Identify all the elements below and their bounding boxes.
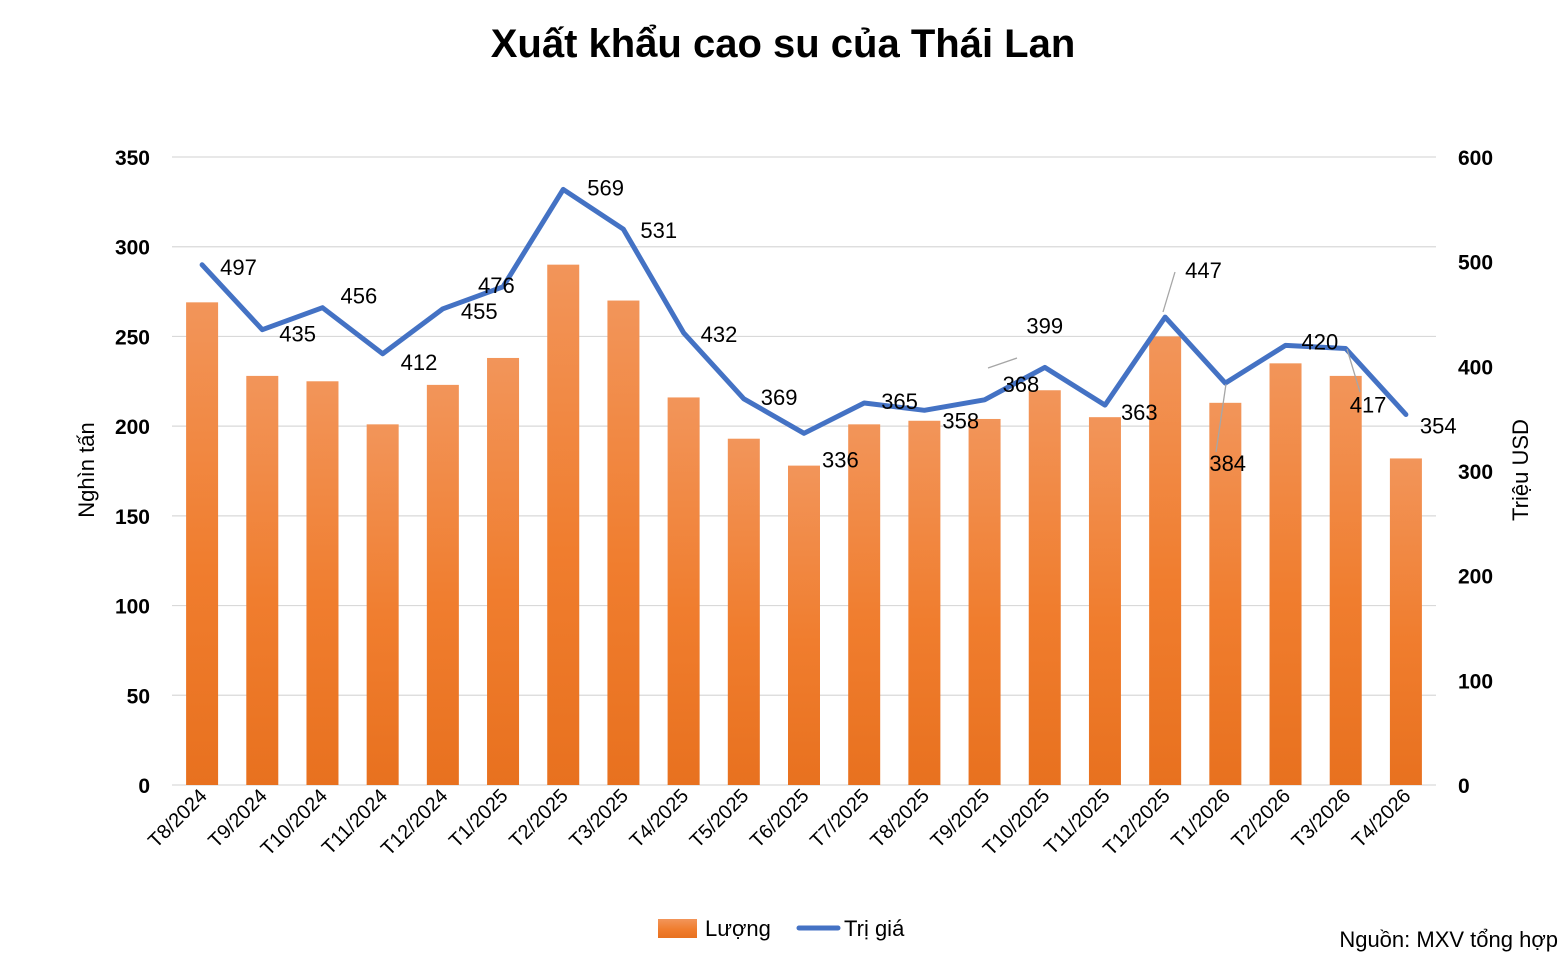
left-axis-title: Nghìn tấn [74, 422, 99, 517]
right-axis-title: Triệu USD [1508, 419, 1533, 521]
data-label: 399 [1026, 313, 1063, 338]
bar [366, 424, 399, 785]
left-axis-ticks: 0 50 100 150 200 250 300 350 [115, 147, 150, 798]
label-leader-line [987, 357, 1018, 369]
x-tick-label: T2/2025 [505, 785, 572, 852]
left-tick-label: 150 [115, 506, 150, 529]
data-label: 384 [1209, 451, 1246, 476]
data-label: 432 [701, 322, 738, 347]
bar [607, 300, 640, 785]
right-axis-ticks: 0 100 200 300 400 500 600 [1458, 147, 1493, 798]
data-label: 420 [1302, 329, 1339, 354]
value-line [199, 186, 1409, 436]
bar [1269, 363, 1302, 785]
right-tick-label: 100 [1458, 670, 1493, 693]
x-tick-label: T1/2025 [445, 785, 512, 852]
bar [1028, 390, 1061, 785]
data-label: 368 [1003, 372, 1040, 397]
right-tick-label: 600 [1458, 147, 1493, 170]
data-label: 476 [478, 273, 515, 298]
left-tick-label: 0 [138, 775, 150, 798]
x-tick-label: T3/2025 [566, 785, 633, 852]
data-label: 531 [640, 218, 677, 243]
bar [727, 438, 760, 785]
bar [667, 397, 700, 785]
bar [1088, 417, 1121, 785]
label-leader-line [1215, 383, 1227, 453]
right-tick-label: 400 [1458, 356, 1493, 379]
bar [1329, 375, 1362, 785]
bar [968, 418, 1001, 785]
bar [788, 465, 820, 785]
legend-swatch-bar [658, 919, 697, 938]
right-tick-label: 300 [1458, 461, 1493, 484]
data-label: 497 [220, 255, 257, 280]
bar [547, 264, 580, 786]
bar [1209, 402, 1242, 785]
legend: Lượng Trị giá [658, 916, 905, 941]
right-tick-label: 0 [1458, 775, 1470, 798]
x-axis-ticks: T8/2024T9/2024T10/2024T11/2024T12/2024T1… [144, 785, 1415, 860]
right-tick-label: 500 [1458, 252, 1493, 275]
bar [1149, 336, 1182, 785]
legend-label-bar: Lượng [705, 916, 771, 941]
data-label: 369 [761, 385, 798, 410]
bar [426, 384, 459, 785]
left-tick-label: 300 [115, 237, 150, 260]
data-label: 435 [279, 322, 316, 347]
data-label: 417 [1350, 393, 1387, 418]
data-label: 412 [401, 350, 438, 375]
x-tick-label: T3/2026 [1288, 785, 1355, 852]
bar [186, 302, 219, 785]
bar-series [186, 264, 1422, 786]
data-label: 569 [587, 175, 624, 200]
bar [487, 357, 520, 785]
x-tick-label: T7/2025 [806, 785, 873, 852]
data-label: 455 [461, 299, 498, 324]
data-label: 447 [1185, 258, 1222, 283]
label-leader-line [1346, 348, 1361, 393]
x-tick-label: T6/2025 [746, 785, 813, 852]
x-tick-label: T10/2025 [979, 785, 1054, 860]
data-label: 365 [881, 389, 918, 414]
x-tick-label: T8/2025 [866, 785, 933, 852]
left-tick-label: 100 [115, 596, 150, 619]
bar [306, 381, 339, 785]
bar [848, 424, 881, 785]
x-tick-label: T10/2024 [257, 785, 332, 860]
label-leader-line [1162, 271, 1176, 313]
x-tick-label: T4/2025 [626, 785, 693, 852]
line-series [199, 186, 1409, 436]
x-tick-label: T12/2025 [1099, 785, 1174, 860]
data-label: 354 [1420, 413, 1457, 438]
source-note: Nguồn: MXV tổng hợp [1339, 927, 1558, 952]
x-tick-label: T12/2024 [377, 785, 452, 860]
x-tick-label: T1/2026 [1167, 785, 1234, 852]
left-tick-label: 350 [115, 147, 150, 170]
data-label: 336 [822, 447, 859, 472]
legend-label-line: Trị giá [844, 916, 905, 941]
left-tick-label: 250 [115, 326, 150, 349]
left-tick-label: 50 [127, 685, 150, 708]
data-label: 358 [942, 408, 979, 433]
bar [1389, 458, 1422, 785]
x-tick-label: T5/2025 [686, 785, 753, 852]
x-tick-label: T2/2026 [1228, 785, 1295, 852]
data-label: 363 [1121, 400, 1158, 425]
x-tick-label: T4/2026 [1348, 785, 1415, 852]
left-tick-label: 200 [115, 416, 150, 439]
label-leader-lines [987, 271, 1361, 453]
bar [246, 375, 279, 785]
bar [908, 420, 941, 785]
chart-title: Xuất khẩu cao su của Thái Lan [491, 22, 1076, 66]
right-tick-label: 200 [1458, 566, 1493, 589]
x-tick-label: T8/2024 [144, 785, 211, 852]
data-label: 456 [340, 284, 377, 309]
